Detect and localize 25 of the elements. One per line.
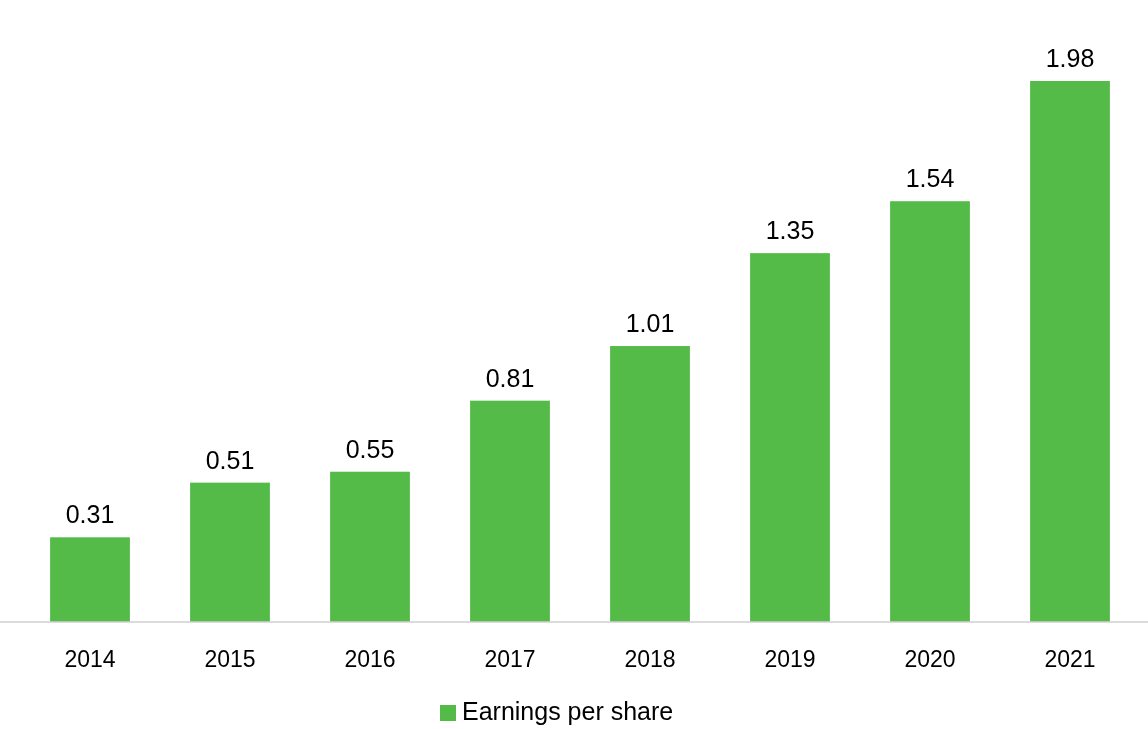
x-tick-label: 2017 [484,646,536,672]
bar [470,400,550,622]
bar [50,537,130,622]
bar [1030,81,1110,622]
data-label: 0.81 [485,363,535,392]
x-tick-label: 2020 [904,646,956,672]
data-label: 0.51 [205,445,255,474]
x-tick-label: 2014 [64,646,116,672]
x-tick-label: 2018 [624,646,676,672]
bar [190,482,270,622]
data-label: 1.54 [905,164,955,193]
data-label: 1.35 [765,216,815,245]
x-tick-label: 2015 [204,646,256,672]
x-tick-label: 2016 [344,646,396,672]
bar [750,253,830,622]
data-label: 1.01 [625,309,675,338]
legend-label: Earnings per share [462,697,674,725]
bar [890,201,970,622]
x-tick-label: 2021 [1044,646,1096,672]
data-label: 0.55 [345,434,395,463]
bar [330,471,410,622]
data-label: 0.31 [65,500,115,529]
x-tick-label: 2019 [764,646,816,672]
bar [610,346,690,622]
data-label: 1.98 [1045,44,1095,72]
